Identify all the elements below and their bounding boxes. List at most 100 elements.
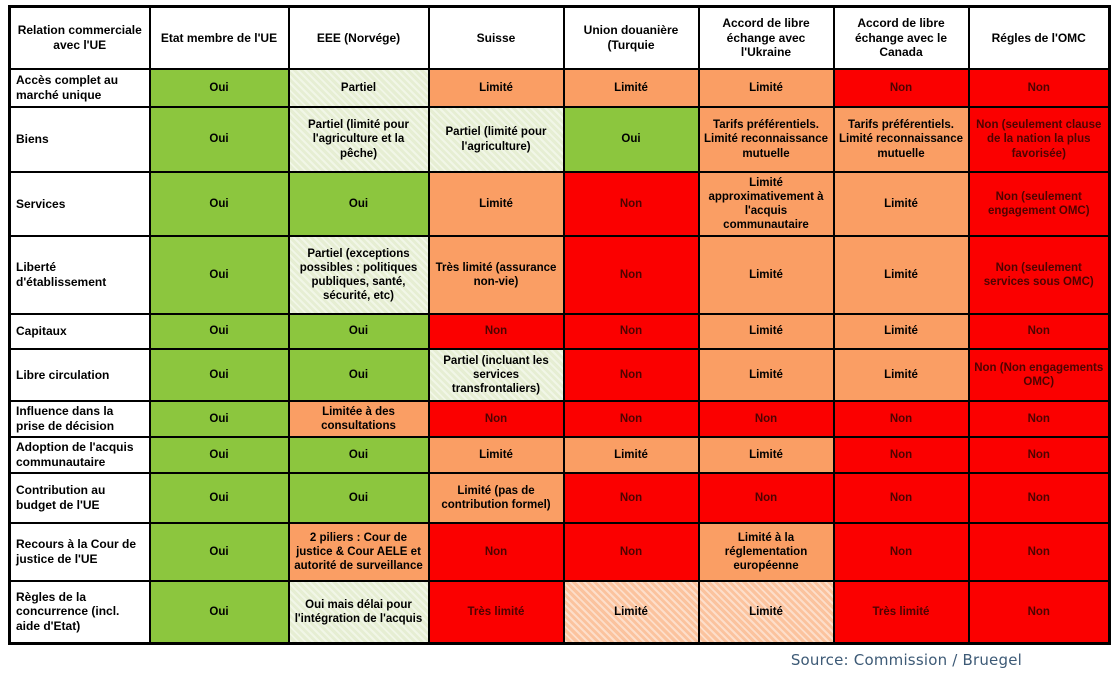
status-cell: Non (seulement services sous OMC) xyxy=(967,235,1111,315)
status-cell: Oui xyxy=(148,436,290,474)
status-cell: Limitée à des consultations xyxy=(287,400,430,438)
status-cell: Limité approximativement à l'acquis comm… xyxy=(697,171,835,237)
row-label: Capitaux xyxy=(8,313,151,350)
status-cell: Oui xyxy=(148,68,290,108)
status-cell: Non xyxy=(562,348,700,402)
status-cell: Limité xyxy=(832,313,970,350)
status-cell: Non xyxy=(427,313,565,350)
status-cell: Non xyxy=(832,436,970,474)
row-label: Règles de la concurrence (incl. aide d'E… xyxy=(8,580,151,644)
table-row: Accès complet au marché unique Oui Partiel… xyxy=(8,68,1111,108)
status-cell: Tarifs préférentiels. Limité reconnaissa… xyxy=(697,106,835,173)
status-cell: Oui xyxy=(287,348,430,402)
status-cell: Non xyxy=(967,68,1111,108)
status-cell: Partiel xyxy=(287,68,430,108)
source-caption: Source: Commission / Bruegel xyxy=(790,651,1022,669)
status-cell: Non xyxy=(832,400,970,438)
status-cell: Très limité (assurance non-vie) xyxy=(427,235,565,315)
status-cell: Oui xyxy=(148,472,290,524)
column-header: Régles de l'OMC xyxy=(967,5,1111,70)
table-row: Règles de la concurrence (incl. aide d'E… xyxy=(8,580,1111,644)
status-cell: Très limité xyxy=(832,580,970,644)
status-cell: Oui xyxy=(287,171,430,237)
status-cell: Non xyxy=(562,235,700,315)
status-cell: Non xyxy=(562,400,700,438)
header-row: Relation commerciale avec l'UE Etat membr… xyxy=(8,5,1111,70)
status-cell: Limité xyxy=(562,68,700,108)
status-cell: Limité xyxy=(697,235,835,315)
status-cell: Non xyxy=(832,522,970,582)
status-cell: Non xyxy=(832,472,970,524)
status-cell: Non xyxy=(427,522,565,582)
status-cell: Oui xyxy=(148,348,290,402)
table-row: Capitaux Oui Oui Non Non Limité Limité Non xyxy=(8,313,1111,350)
status-cell: Non xyxy=(967,313,1111,350)
status-cell: Oui mais délai pour l'intégration de l'a… xyxy=(287,580,430,644)
status-cell: Oui xyxy=(148,400,290,438)
status-cell: Oui xyxy=(287,472,430,524)
status-cell: Oui xyxy=(148,106,290,173)
status-cell: Oui xyxy=(148,313,290,350)
table-row: Services Oui Oui Limité Non Limité approximat… xyxy=(8,171,1111,237)
status-cell: Limité xyxy=(697,436,835,474)
status-cell: Oui xyxy=(148,522,290,582)
status-cell: Oui xyxy=(287,313,430,350)
status-cell: Non xyxy=(427,400,565,438)
status-cell: Limité xyxy=(832,171,970,237)
row-label: Biens xyxy=(8,106,151,173)
trade-relations-figure: Relation commerciale avec l'UE Etat membr… xyxy=(8,5,1111,645)
status-cell: Limité à la réglementation européenne xyxy=(697,522,835,582)
column-header: Accord de libre échange avec l'Ukraine xyxy=(697,5,835,70)
status-cell: Limité xyxy=(697,348,835,402)
table-row: Adoption de l'acquis communautaire Oui Oui… xyxy=(8,436,1111,474)
row-label: Adoption de l'acquis communautaire xyxy=(8,436,151,474)
status-cell: Limité xyxy=(832,235,970,315)
status-cell: Non (Non engagements OMC) xyxy=(967,348,1111,402)
status-cell: Oui xyxy=(562,106,700,173)
table-row: Biens Oui Partiel (limité pour l'agricultu… xyxy=(8,106,1111,173)
table-row: Contribution au budget de l'UE Oui Oui Limi… xyxy=(8,472,1111,524)
row-label: Recours à la Cour de justice de l'UE xyxy=(8,522,151,582)
status-cell: Non xyxy=(562,522,700,582)
status-cell: Non xyxy=(967,436,1111,474)
status-cell: Oui xyxy=(148,235,290,315)
row-label: Liberté d'établissement xyxy=(8,235,151,315)
column-header: Union douanière (Turquie xyxy=(562,5,700,70)
status-cell: Non xyxy=(562,313,700,350)
status-cell: Limité xyxy=(427,171,565,237)
row-label: Libre circulation xyxy=(8,348,151,402)
status-cell: Non xyxy=(562,171,700,237)
column-header: Accord de libre échange avec le Canada xyxy=(832,5,970,70)
corner-header: Relation commerciale avec l'UE xyxy=(8,5,151,70)
row-label: Contribution au budget de l'UE xyxy=(8,472,151,524)
status-cell: Limité xyxy=(697,580,835,644)
table-row: Recours à la Cour de justice de l'UE Oui 2… xyxy=(8,522,1111,582)
status-cell: Partiel (incluant les services transfron… xyxy=(427,348,565,402)
status-cell: Non xyxy=(967,400,1111,438)
status-cell: Limité xyxy=(832,348,970,402)
status-cell: Non (seulement clause de la nation la pl… xyxy=(967,106,1111,173)
status-cell: Limité xyxy=(697,68,835,108)
status-cell: Non xyxy=(967,580,1111,644)
row-label: Services xyxy=(8,171,151,237)
status-cell: Non xyxy=(562,472,700,524)
status-cell: Non (seulement engagement OMC) xyxy=(967,171,1111,237)
status-cell: Tarifs préférentiels. Limité reconnaissa… xyxy=(832,106,970,173)
status-cell: 2 piliers : Cour de justice & Cour AELE … xyxy=(287,522,430,582)
column-header: Suisse xyxy=(427,5,565,70)
status-cell: Très limité xyxy=(427,580,565,644)
status-cell: Limité xyxy=(427,436,565,474)
table-row: Liberté d'établissement Oui Partiel (excep… xyxy=(8,235,1111,315)
status-cell: Oui xyxy=(148,171,290,237)
status-cell: Non xyxy=(967,522,1111,582)
status-cell: Limité xyxy=(697,313,835,350)
status-cell: Partiel (exceptions possibles : politiqu… xyxy=(287,235,430,315)
status-cell: Non xyxy=(697,400,835,438)
status-cell: Limité (pas de contribution formel) xyxy=(427,472,565,524)
trade-relations-table: Relation commerciale avec l'UE Etat membr… xyxy=(8,5,1111,645)
status-cell: Limité xyxy=(562,580,700,644)
status-cell: Partiel (limité pour l'agriculture et la… xyxy=(287,106,430,173)
table-row: Libre circulation Oui Oui Partiel (incluant… xyxy=(8,348,1111,402)
status-cell: Partiel (limité pour l'agriculture) xyxy=(427,106,565,173)
row-label: Influence dans la prise de décision xyxy=(8,400,151,438)
